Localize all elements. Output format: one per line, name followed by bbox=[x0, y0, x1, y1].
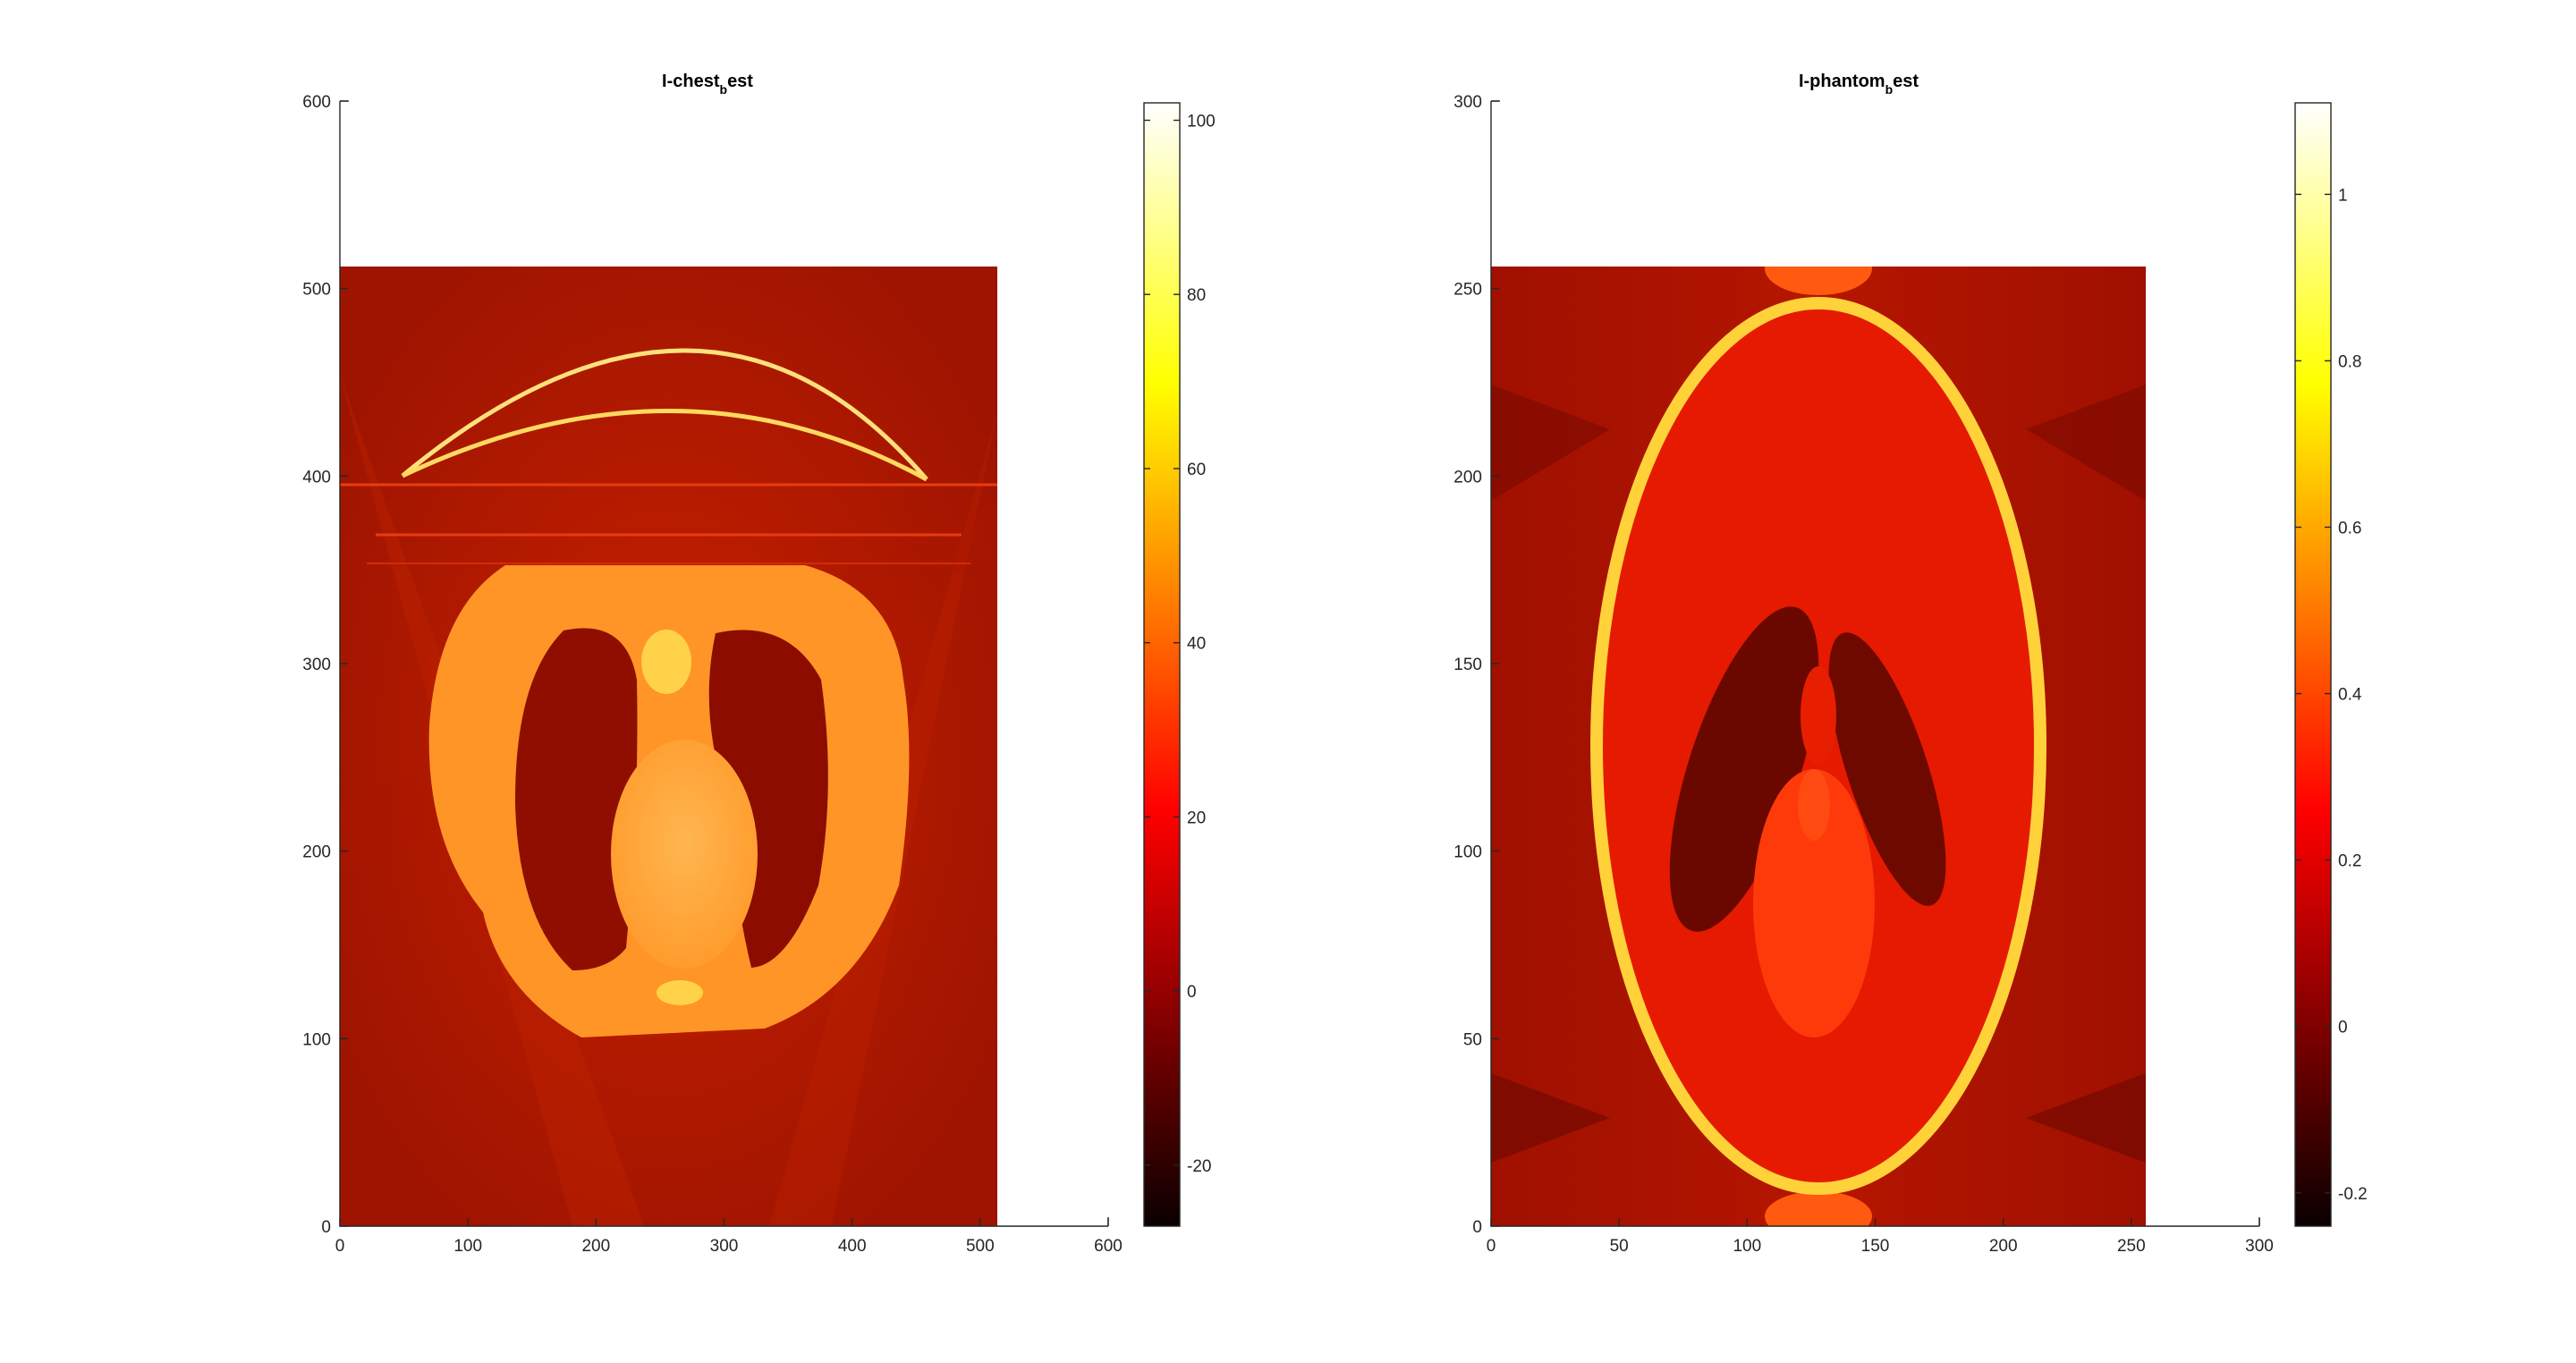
phantom-center-blob bbox=[1753, 769, 1875, 1037]
x-tick-label: 500 bbox=[966, 1237, 995, 1256]
colorbar-tick-label: 80 bbox=[1187, 286, 1206, 305]
y-tick-label: 150 bbox=[1453, 656, 1482, 674]
y-tick-label: 200 bbox=[1453, 468, 1482, 487]
phantom-right-lobe bbox=[1828, 632, 1946, 906]
phantom-image bbox=[1491, 267, 2146, 1226]
colorbar-tick-label: 0.4 bbox=[2338, 686, 2362, 705]
x-tick-label: 0 bbox=[1487, 1237, 1496, 1256]
phantom-panel: I-phantombest 0 50 100 150 200 250 300 0 bbox=[1453, 72, 2367, 1256]
y-tick-label: 300 bbox=[1453, 93, 1482, 112]
y-tick-label: 100 bbox=[302, 1030, 331, 1049]
x-tick-label: 400 bbox=[838, 1237, 867, 1256]
x-tick-label: 0 bbox=[335, 1237, 345, 1256]
y-tick-label: 400 bbox=[302, 468, 331, 487]
phantom-x-ticks: 0 50 100 150 200 250 300 bbox=[1487, 1218, 2274, 1256]
heart bbox=[611, 740, 758, 969]
phantom-colorbar bbox=[2294, 102, 2332, 1227]
colorbar-tick-label: -20 bbox=[1187, 1157, 1211, 1176]
phantom-colorbar-ticks: -0.2 0 0.2 0.4 0.6 0.8 1 bbox=[2295, 186, 2368, 1204]
chest-colorbar bbox=[1143, 102, 1181, 1227]
colorbar-tick-label: 1 bbox=[2338, 186, 2348, 205]
x-tick-label: 200 bbox=[581, 1237, 610, 1256]
x-tick-label: 600 bbox=[1094, 1237, 1123, 1256]
y-tick-label: 50 bbox=[1463, 1030, 1482, 1049]
y-tick-label: 200 bbox=[302, 843, 331, 862]
y-tick-label: 100 bbox=[1453, 843, 1482, 862]
chest-image bbox=[340, 267, 997, 1226]
x-tick-label: 150 bbox=[1861, 1237, 1890, 1256]
chest-colorbar-ticks: -20 0 20 40 60 80 100 bbox=[1144, 112, 1216, 1176]
chest-y-ticks: 0 100 200 300 400 500 600 bbox=[302, 93, 348, 1237]
x-tick-label: 100 bbox=[1733, 1237, 1761, 1256]
y-tick-label: 300 bbox=[302, 656, 331, 674]
x-tick-label: 50 bbox=[1610, 1237, 1629, 1256]
x-tick-label: 300 bbox=[2245, 1237, 2274, 1256]
y-tick-label: 0 bbox=[321, 1218, 331, 1237]
phantom-left-lobe bbox=[1669, 606, 1819, 932]
colorbar-tick-label: 20 bbox=[1187, 808, 1206, 827]
y-tick-label: 500 bbox=[302, 281, 331, 300]
chest-title: I-chestbest bbox=[662, 72, 753, 97]
chest-x-ticks: 0 100 200 300 400 500 600 bbox=[335, 1218, 1123, 1256]
x-tick-label: 100 bbox=[453, 1237, 482, 1256]
phantom-title: I-phantombest bbox=[1799, 72, 1919, 97]
colorbar-tick-label: 0.8 bbox=[2338, 352, 2361, 371]
x-tick-label: 250 bbox=[2117, 1237, 2146, 1256]
x-tick-label: 300 bbox=[710, 1237, 739, 1256]
x-tick-label: 200 bbox=[1989, 1237, 2018, 1256]
left-lung bbox=[514, 628, 638, 970]
y-tick-label: 0 bbox=[1472, 1218, 1482, 1237]
colorbar-tick-label: 60 bbox=[1187, 461, 1206, 479]
colorbar-tick-label: 100 bbox=[1187, 112, 1216, 131]
chest-panel: I-chestbest bbox=[302, 72, 1215, 1256]
colorbar-tick-label: 0 bbox=[2338, 1019, 2348, 1037]
y-tick-label: 600 bbox=[302, 93, 331, 112]
colorbar-tick-label: 0.6 bbox=[2338, 519, 2361, 538]
colorbar-tick-label: 0.2 bbox=[2338, 852, 2361, 871]
phantom-y-ticks: 0 50 100 150 200 250 300 bbox=[1453, 93, 1499, 1237]
y-tick-label: 250 bbox=[1453, 281, 1482, 300]
colorbar-tick-label: -0.2 bbox=[2338, 1185, 2368, 1204]
colorbar-tick-label: 0 bbox=[1187, 983, 1197, 1002]
colorbar-tick-label: 40 bbox=[1187, 635, 1206, 654]
